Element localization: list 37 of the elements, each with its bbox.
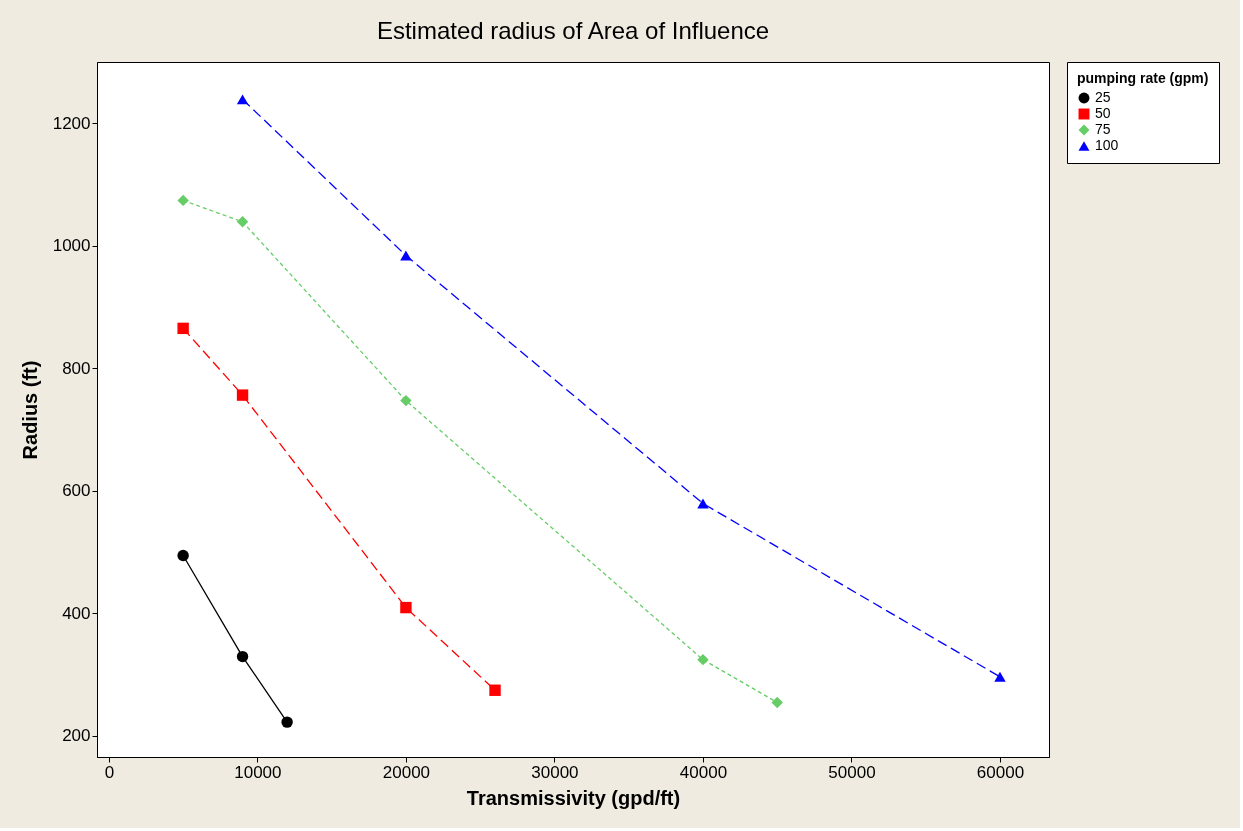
x-tick-label: 60000 (976, 762, 1025, 782)
legend-label: 25 (1095, 89, 1111, 105)
legend-label: 50 (1095, 105, 1111, 121)
y-tick-label: 600 (62, 481, 91, 501)
y-tick-label: 1000 (52, 236, 91, 256)
point (697, 653, 709, 666)
point (771, 696, 783, 709)
point (994, 671, 1006, 682)
x-tick-label: 30000 (531, 762, 579, 782)
point (400, 394, 412, 407)
point (400, 601, 412, 614)
x-tick-label: 40000 (679, 762, 728, 782)
point (177, 194, 189, 207)
point (489, 684, 501, 696)
point (281, 716, 293, 728)
x-tick-label: 50000 (828, 762, 876, 782)
legend-title: pumping rate (gpm) (1077, 70, 1209, 86)
point (697, 498, 709, 509)
legend-label: 75 (1095, 121, 1111, 137)
legend-label: 100 (1095, 137, 1119, 153)
chart-title: Estimated radius of Area of Influence (376, 17, 770, 44)
point (400, 250, 412, 261)
y-axis-title: Radius (ft) (18, 360, 41, 460)
y-tick-label: 200 (62, 726, 91, 746)
point (177, 549, 189, 562)
point (236, 389, 249, 401)
point (177, 322, 189, 335)
x-tick-label: 0 (104, 762, 115, 782)
x-tick-label: 10000 (234, 762, 282, 782)
x-axis-title: Transmissivity (gpd/ft) (466, 786, 681, 809)
y-tick-label: 800 (62, 358, 91, 378)
point (236, 216, 249, 228)
point (236, 650, 249, 663)
y-tick-label: 400 (62, 603, 91, 623)
x-tick-label: 20000 (382, 762, 431, 782)
point (236, 94, 249, 105)
y-tick-label: 1200 (52, 113, 91, 133)
